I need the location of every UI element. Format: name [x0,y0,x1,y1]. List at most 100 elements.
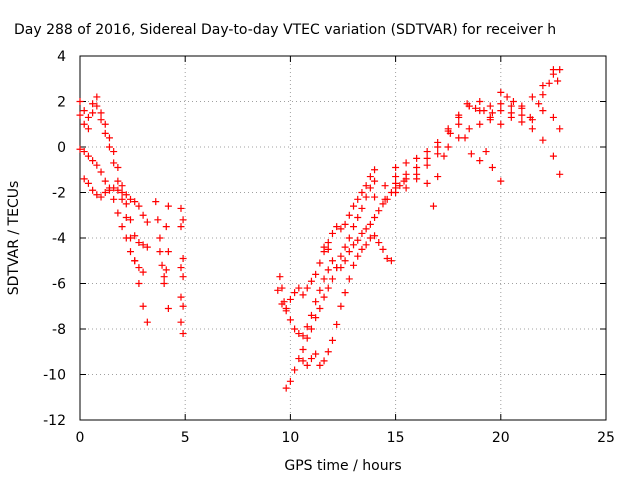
data-point [539,91,547,99]
data-point [143,218,151,226]
chart-title: Day 288 of 2016, Sidereal Day-to-day VTE… [14,22,556,38]
series-15 [392,120,505,210]
data-point [328,336,336,344]
data-point [423,148,431,156]
data-point [131,232,139,240]
data-point [345,248,353,256]
plot-frame [79,55,607,421]
data-point [379,200,387,208]
data-point [177,223,185,231]
data-point [503,93,511,101]
data-point [429,202,437,210]
data-point [375,207,383,215]
data-point [444,143,452,151]
data-point [139,241,147,249]
data-point [461,134,469,142]
data-point [76,145,84,153]
series-11 [320,177,408,272]
data-point [105,143,113,151]
data-point [539,136,547,144]
data-point [518,104,526,112]
data-point [97,193,105,201]
data-point [402,159,410,167]
data-point [177,293,185,301]
data-point [80,107,88,115]
data-point [110,148,118,156]
data-point [276,273,284,281]
data-point [286,377,294,385]
data-point [509,98,517,105]
data-point [381,182,389,190]
data-point [307,325,315,333]
data-point [328,257,336,265]
data-point [345,211,353,219]
data-point [312,314,320,322]
data-point [89,157,97,165]
data-point [324,239,332,247]
series-13 [381,66,564,203]
data-point [337,264,345,272]
x-tick-label: 25 [597,430,615,446]
series-14 [392,88,564,171]
data-point [93,161,101,169]
data-point [286,316,294,324]
data-point [158,261,166,269]
data-point [556,170,564,178]
data-point [101,129,109,137]
data-point [299,345,307,353]
data-point [122,191,130,199]
data-point [89,100,97,108]
data-point [345,275,353,283]
data-point [482,148,490,156]
data-point [455,134,463,142]
data-point [341,257,349,265]
data-point [354,195,362,203]
data-point [122,200,130,208]
x-tick-label: 0 [76,430,85,446]
data-point [97,168,105,176]
data-point [423,161,431,169]
data-point [528,125,536,133]
data-point [312,350,320,358]
data-point [354,214,362,222]
data-point [545,79,553,87]
data-point [341,243,349,251]
data-point [392,173,400,181]
data-point [472,104,480,112]
data-point [156,234,164,242]
data-point [135,202,143,210]
data-point [402,184,410,192]
data-point [278,284,286,292]
data-point [324,266,332,274]
x-axis-label: GPS time / hours [284,458,401,474]
data-point [126,248,134,256]
data-point [135,264,143,272]
data-point [84,113,92,121]
y-axis-label: SDTVAR / TECUs [6,181,22,296]
data-point [316,259,324,267]
data-point [371,177,379,185]
data-point [179,254,187,262]
data-point [93,102,101,110]
data-point [528,93,536,101]
data-point [434,138,442,146]
data-point [354,252,362,260]
y-tick-label: -2 [52,186,66,202]
data-point [366,220,374,228]
data-point [135,280,143,287]
data-point [110,184,118,192]
data-point [480,107,488,115]
data-point [328,275,336,283]
data-point [539,107,547,115]
series-3 [76,145,147,276]
x-tick-label: 5 [181,430,190,446]
data-point [341,220,349,228]
data-point [177,264,185,272]
data-point [274,286,282,294]
data-point [164,202,172,210]
data-point [152,198,160,206]
data-point [371,232,379,240]
data-point [177,204,185,212]
y-tick-label: 0 [57,140,66,156]
